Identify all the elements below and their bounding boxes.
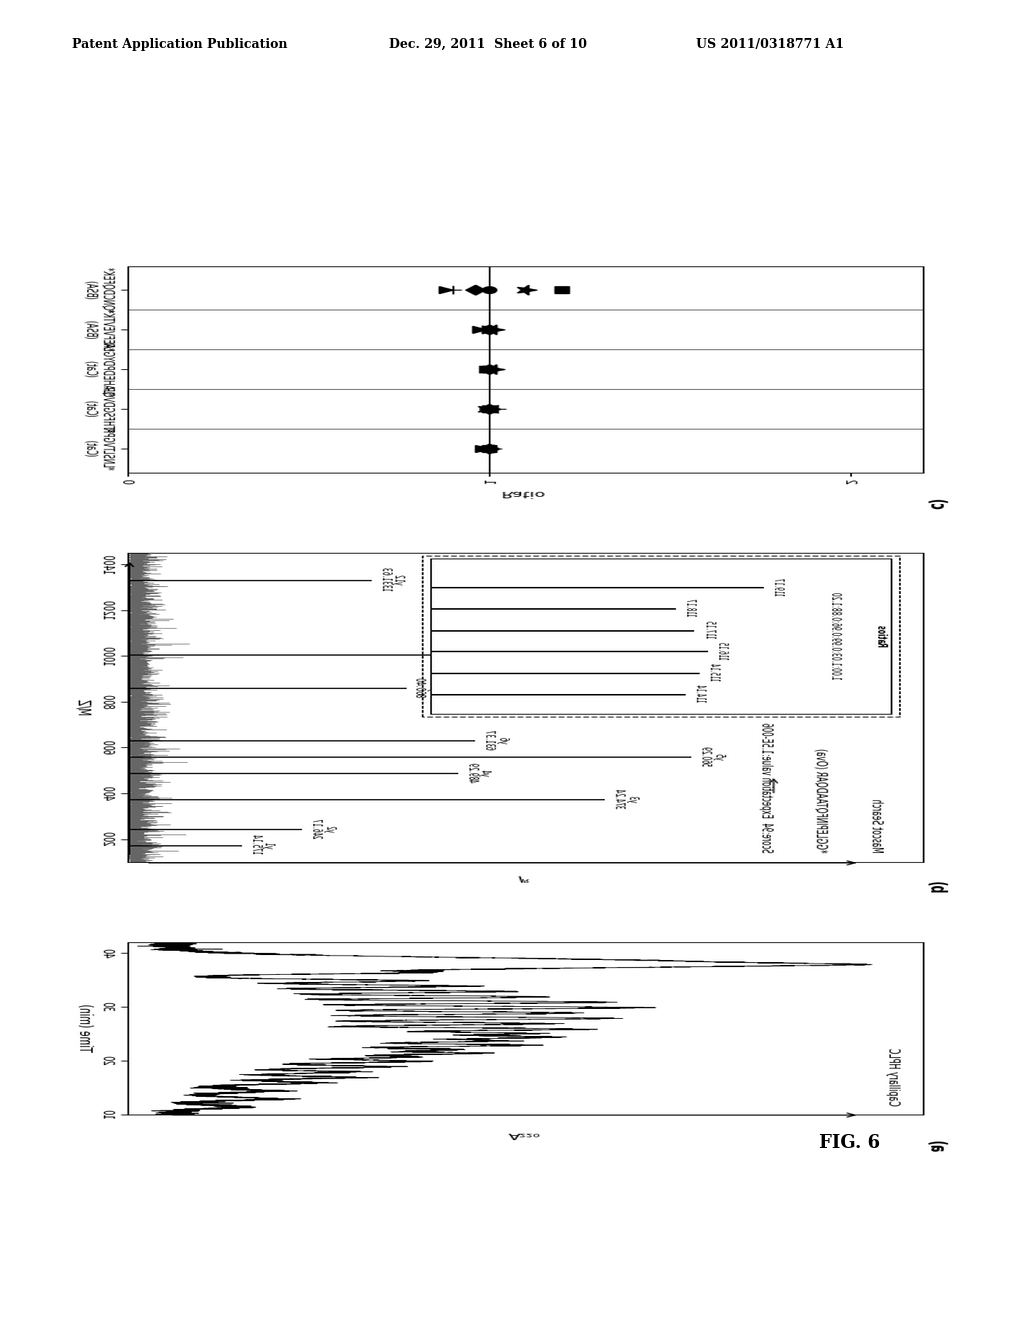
Text: Patent Application Publication: Patent Application Publication bbox=[72, 37, 287, 50]
Text: FIG. 6: FIG. 6 bbox=[819, 1134, 881, 1152]
Text: US 2011/0318771 A1: US 2011/0318771 A1 bbox=[696, 37, 845, 50]
Text: Dec. 29, 2011  Sheet 6 of 10: Dec. 29, 2011 Sheet 6 of 10 bbox=[389, 37, 587, 50]
